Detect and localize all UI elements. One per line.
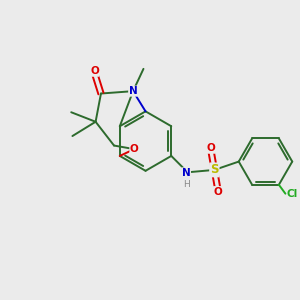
- Text: N: N: [129, 86, 137, 96]
- Text: H: H: [183, 180, 190, 189]
- Text: S: S: [210, 164, 219, 176]
- Text: O: O: [214, 187, 222, 196]
- Text: O: O: [130, 144, 139, 154]
- Text: O: O: [206, 143, 215, 153]
- Text: O: O: [90, 66, 99, 76]
- Text: N: N: [182, 168, 190, 178]
- Text: Cl: Cl: [286, 189, 298, 199]
